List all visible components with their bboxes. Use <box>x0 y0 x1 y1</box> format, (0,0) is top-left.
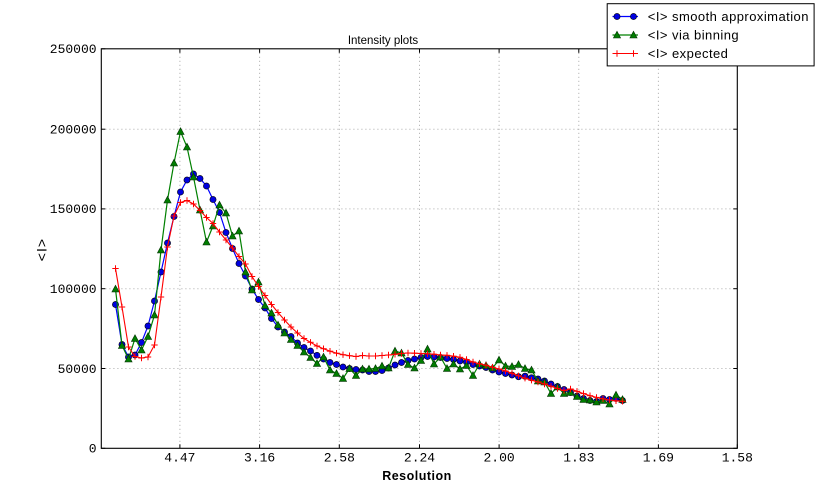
svg-text:Intensity plots: Intensity plots <box>348 35 419 47</box>
svg-text:1.83: 1.83 <box>563 451 594 466</box>
svg-text:<I> via binning: <I> via binning <box>648 27 739 42</box>
svg-text:50000: 50000 <box>58 362 97 377</box>
svg-text:200000: 200000 <box>50 123 97 138</box>
svg-text:<I>: <I> <box>34 238 50 261</box>
svg-text:1.69: 1.69 <box>643 451 674 466</box>
svg-text:4.47: 4.47 <box>164 451 195 466</box>
svg-text:1.58: 1.58 <box>722 451 753 466</box>
svg-text:Resolution: Resolution <box>382 469 452 483</box>
svg-text:150000: 150000 <box>50 202 97 217</box>
svg-text:0: 0 <box>89 442 97 457</box>
svg-text:<I> expected: <I> expected <box>648 46 729 61</box>
svg-text:<I> smooth approximation: <I> smooth approximation <box>648 9 809 24</box>
svg-text:100000: 100000 <box>50 282 97 297</box>
svg-text:2.58: 2.58 <box>324 451 355 466</box>
svg-text:250000: 250000 <box>50 42 97 57</box>
svg-text:2.00: 2.00 <box>483 451 514 466</box>
svg-text:3.16: 3.16 <box>244 451 275 466</box>
svg-text:2.24: 2.24 <box>404 451 435 466</box>
